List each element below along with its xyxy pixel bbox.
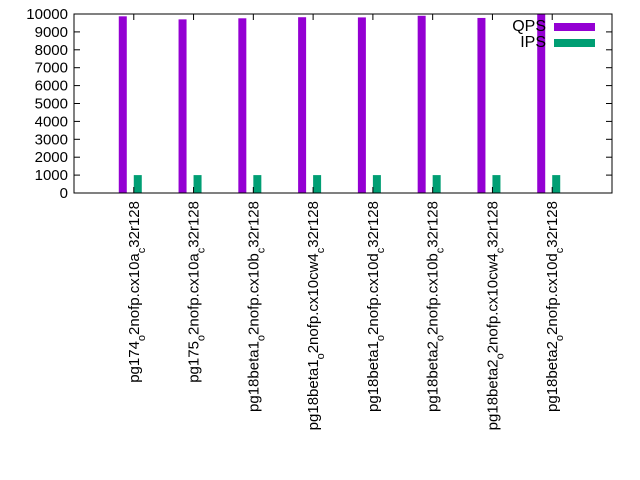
bar-qps [298,17,307,193]
x-tick-label: pg18beta2o2nofp.cx10bc32r128 [425,201,447,412]
x-tick-label-tail: 32r128 [126,201,143,248]
x-tick-label-mid: 2nofp.cx10d [365,253,382,335]
x-tick-label-main: pg18beta2 [425,341,442,412]
x-tick-label: pg18beta2o2nofp.cx10cw4c32r128 [484,201,506,430]
bar-ips [552,175,561,193]
x-tick-label-sub2: c [196,247,208,253]
x-tick-label-main: pg18beta2 [544,341,561,412]
x-tick-label-mid: 2nofp.cx10b [425,253,442,335]
x-tick-label-sub2: c [375,247,387,253]
bar-qps [238,18,247,193]
bar-qps [178,19,187,194]
x-tick-label-sub1: o [255,335,267,341]
y-tick-label: 3000 [35,131,68,148]
y-axis: 0100020003000400050006000700080009000100… [26,6,612,202]
y-tick-label: 0 [60,185,68,202]
bar-qps [118,16,127,194]
x-tick-label: pg18beta1o2nofp.cx10cw4c32r128 [305,201,327,430]
legend-label-ips: IPS [520,34,546,51]
x-tick-label-tail: 32r128 [186,201,203,248]
bar-ips [133,175,142,193]
x-tick-label-tail: 32r128 [544,201,561,248]
x-tick-label-sub2: c [136,247,148,253]
bar-ips [193,175,202,193]
x-tick-label: pg18beta2o2nofp.cx10dc32r128 [544,201,566,412]
bar-ips [492,175,501,193]
bar-qps [477,17,486,193]
x-tick-label-sub1: o [554,335,566,341]
y-tick-label: 7000 [35,60,68,77]
bar-qps [357,17,366,193]
x-tick-label-sub1: o [315,353,327,359]
legend-swatch-qps [554,23,595,31]
x-tick-label-sub2: c [435,247,447,253]
x-tick-label-main: pg18beta2 [484,359,501,430]
x-tick-label-sub1: o [196,335,208,341]
y-tick-label: 4000 [35,113,68,130]
bar-ips [432,175,441,193]
bar-ips [372,175,381,193]
x-tick-label-mid: 2nofp.cx10cw4 [484,253,501,353]
x-tick-label: pg18beta1o2nofp.cx10dc32r128 [365,201,387,412]
x-tick-label-mid: 2nofp.cx10d [544,253,561,335]
y-tick-label: 10000 [26,6,68,23]
x-tick-label-sub2: c [255,247,267,253]
bars-layer [118,14,561,194]
x-tick-label-sub2: c [315,247,327,253]
bar-ips [313,175,322,193]
x-tick-label-tail: 32r128 [245,201,262,248]
x-tick-label-main: pg174 [126,341,143,383]
x-tick-label-mid: 2nofp.cx10b [245,253,262,335]
x-tick-label-sub1: o [375,335,387,341]
bar-qps [417,15,426,194]
x-tick-label-sub2: c [494,247,506,253]
x-tick-label-sub1: o [494,353,506,359]
y-tick-label: 2000 [35,149,68,166]
x-tick-label-mid: 2nofp.cx10a [186,253,203,335]
legend-swatch-ips [554,39,595,47]
x-tick-label-mid: 2nofp.cx10a [126,253,143,335]
x-tick-label-tail: 32r128 [305,201,322,248]
x-tick-label-main: pg18beta1 [365,341,382,412]
x-tick-label: pg174o2nofp.cx10ac32r128 [126,201,148,383]
bar-qps [537,14,546,193]
x-tick-label: pg175o2nofp.cx10ac32r128 [186,201,208,383]
x-tick-label-sub1: o [435,335,447,341]
x-tick-label-main: pg18beta1 [245,341,262,412]
x-tick-label-tail: 32r128 [425,201,442,248]
y-tick-label: 8000 [35,42,68,59]
y-tick-label: 6000 [35,78,68,95]
y-tick-label: 5000 [35,96,68,113]
x-tick-label-main: pg175 [186,341,203,383]
x-tick-label-tail: 32r128 [365,201,382,248]
x-axis: pg174o2nofp.cx10ac32r128pg175o2nofp.cx10… [126,14,566,430]
x-tick-label-tail: 32r128 [484,201,501,248]
legend-label-qps: QPS [512,18,546,35]
x-tick-label-sub2: c [554,247,566,253]
legend: QPS IPS [512,18,595,51]
y-tick-label: 9000 [35,24,68,41]
x-tick-label-sub1: o [136,335,148,341]
x-tick-label-main: pg18beta1 [305,359,322,430]
x-tick-label-mid: 2nofp.cx10cw4 [305,253,322,353]
x-tick-label: pg18beta1o2nofp.cx10bc32r128 [245,201,267,412]
bar-ips [253,175,262,193]
y-tick-label: 1000 [35,167,68,184]
